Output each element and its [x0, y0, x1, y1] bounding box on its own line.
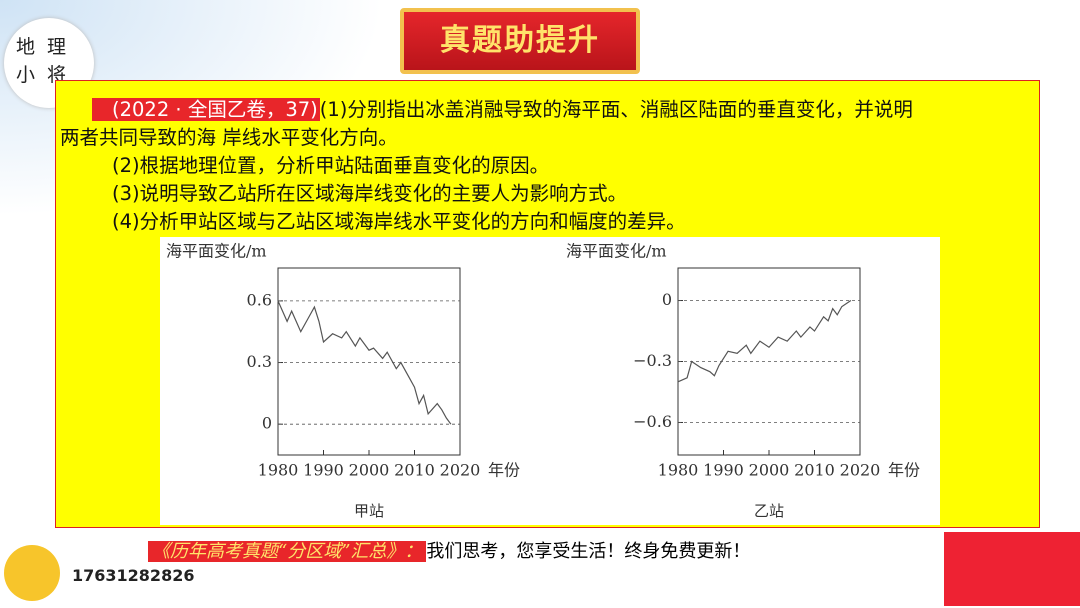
y-tick-label: 0.6 — [247, 290, 272, 309]
data-line — [677, 300, 852, 383]
phone: 17631282826 — [72, 566, 195, 585]
question-source: (2022 · 全国乙卷，37) — [92, 98, 320, 121]
x-tick-label: 2020 — [840, 461, 881, 480]
question-text: (1)分别指出冰盖消融导致的海平面、消融区陆面的垂直变化，并说明 — [319, 98, 913, 121]
footer-slogan: 我们思考，您享受生活！终身免费更新！ — [426, 541, 751, 562]
x-tick-label: 2010 — [394, 461, 435, 480]
x-axis-label: 年份 — [888, 461, 920, 480]
logo: 地理 小将 — [4, 18, 94, 108]
question-line: (2022 · 全国乙卷，37) (1)分别指出冰盖消融导致的海平面、消融区陆面的… — [92, 93, 913, 122]
x-tick-label: 2020 — [440, 461, 481, 480]
chart-title: 甲站 — [354, 502, 384, 520]
x-axis-label: 年份 — [488, 461, 520, 480]
y-axis-label: 海平面变化/m — [566, 242, 667, 261]
x-tick-label: 2000 — [349, 461, 390, 480]
plot-frame — [277, 267, 461, 456]
x-tick-label: 1980 — [258, 461, 299, 480]
y-tick-label: −0.3 — [633, 351, 672, 370]
y-tick-label: −0.6 — [633, 412, 672, 431]
decor-image — [942, 530, 1080, 608]
logo-text: 小将 — [16, 64, 79, 86]
y-tick-label: 0 — [662, 290, 672, 309]
x-tick-label: 1980 — [658, 461, 699, 480]
y-tick-label: 0.3 — [247, 352, 272, 371]
emoji-icon — [4, 545, 60, 601]
y-tick-label: 0 — [262, 414, 272, 433]
question-text: (3)说明导致乙站所在区域海岸线变化的主要人为影响方式。 — [112, 182, 628, 205]
x-tick-label: 1990 — [303, 461, 344, 480]
footer: 《历年高考真题“分区域”汇总》： 我们思考，您享受生活！终身免费更新！ — [148, 537, 750, 563]
banner: 真题助提升 — [400, 8, 640, 74]
chart-title: 乙站 — [754, 502, 784, 520]
question-text: (2)根据地理位置，分析甲站陆面垂直变化的原因。 — [112, 154, 550, 177]
x-tick-label: 2010 — [794, 461, 835, 480]
y-axis-label: 海平面变化/m — [166, 242, 267, 261]
question-text: (4)分析甲站区域与乙站区域海岸线水平变化的方向和幅度的差异。 — [112, 210, 686, 233]
chart-area: 海平面变化/m 0 0.3 0.6 1980 1990 2000 2010 2020 年份 甲站 海平… — [160, 237, 940, 525]
data-line — [277, 300, 452, 425]
x-tick-label: 1990 — [703, 461, 744, 480]
x-tick-label: 2000 — [749, 461, 790, 480]
logo-text: 地理 — [16, 36, 79, 58]
question-text: 两者共同导致的海 岸线水平变化方向。 — [60, 126, 398, 149]
footer-title: 《历年高考真题“分区域”汇总》： — [148, 541, 427, 562]
